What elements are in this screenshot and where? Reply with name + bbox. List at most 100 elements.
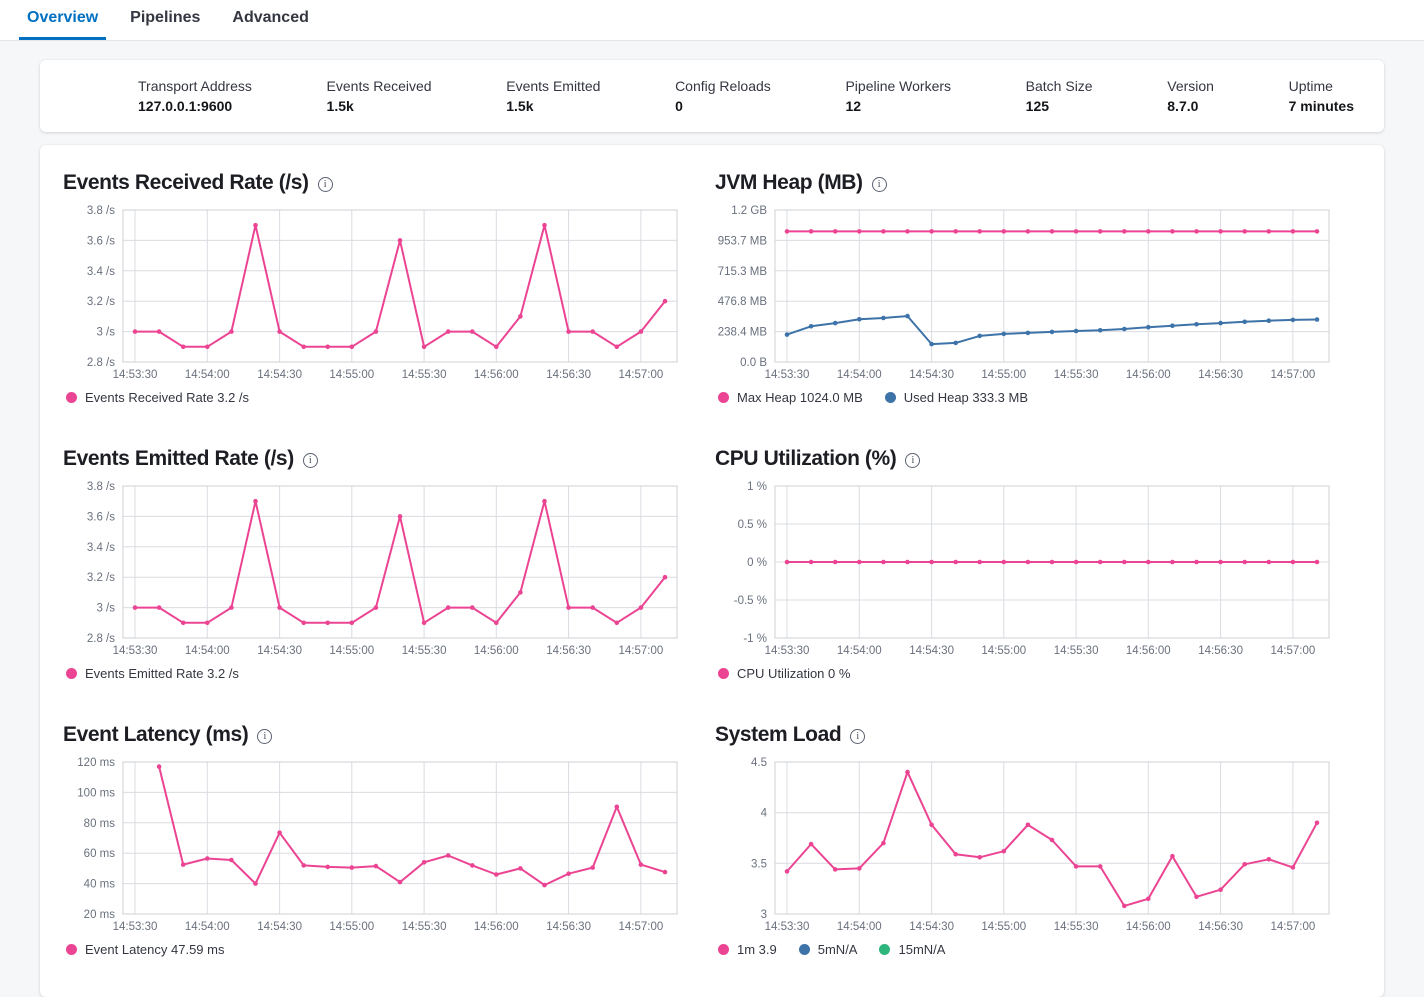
svg-text:476.8 MB: 476.8 MB <box>718 296 768 308</box>
stat-events-received: Events Received 1.5k <box>327 78 432 114</box>
legend-label: Used Heap 333.3 MB <box>903 390 1029 405</box>
line-chart: 0.0 B 238.4 MB 476.8 MB 715.3 MB 953.7 MB 1.2… <box>715 204 1337 382</box>
svg-text:100 ms: 100 ms <box>77 787 115 799</box>
legend-label: 1m 3.9 <box>737 942 777 957</box>
legend-dot <box>718 668 729 679</box>
svg-text:14:54:30: 14:54:30 <box>909 369 954 381</box>
chart-title: JVM Heap (MB) <box>715 171 863 194</box>
legend-item[interactable]: 15mN/A <box>879 942 945 957</box>
svg-text:14:57:00: 14:57:00 <box>1271 369 1316 381</box>
svg-text:2.8 /s: 2.8 /s <box>87 633 115 645</box>
stat-value: 1.5k <box>326 98 354 114</box>
svg-text:14:54:30: 14:54:30 <box>909 921 954 933</box>
stat-label: Pipeline Workers <box>845 78 952 94</box>
svg-text:3 /s: 3 /s <box>96 327 115 339</box>
legend-item[interactable]: Event Latency 47.59 ms <box>66 942 224 957</box>
line-chart: 20 ms 40 ms 60 ms 80 ms 100 ms 120 ms 14:53:30… <box>63 756 685 934</box>
svg-text:14:57:00: 14:57:00 <box>619 645 664 657</box>
svg-text:14:57:00: 14:57:00 <box>619 921 664 933</box>
chart-card-events-received-rate: Events Received Rate (/s) i 2.8 /s 3 /s 3.… <box>63 171 685 405</box>
tab-pipelines[interactable]: Pipelines <box>130 9 201 26</box>
svg-text:14:55:00: 14:55:00 <box>329 921 374 933</box>
stat-value: 125 <box>1025 98 1050 114</box>
stat-config-reloads: Config Reloads 0 <box>675 78 771 114</box>
legend-dot <box>66 392 77 403</box>
tab-advanced[interactable]: Advanced <box>232 9 309 26</box>
legend-item[interactable]: CPU Utilization 0 % <box>718 666 850 681</box>
svg-text:14:55:00: 14:55:00 <box>981 645 1026 657</box>
svg-text:14:56:30: 14:56:30 <box>546 369 591 381</box>
svg-text:715.3 MB: 715.3 MB <box>718 266 768 278</box>
info-icon[interactable]: i <box>317 176 333 192</box>
legend-item[interactable]: 5mN/A <box>798 942 858 957</box>
info-icon[interactable]: i <box>850 728 866 744</box>
svg-text:14:55:00: 14:55:00 <box>329 645 374 657</box>
chart-plot: 2.8 /s 3 /s 3.2 /s 3.4 /s 3.6 /s 3.8 /s 14:53:… <box>87 481 678 657</box>
chart-legend: Events Emitted Rate 3.2 /s <box>63 666 685 681</box>
info-icon[interactable]: i <box>257 728 273 744</box>
svg-text:14:54:00: 14:54:00 <box>185 369 230 381</box>
svg-text:3.4 /s: 3.4 /s <box>87 542 115 554</box>
stat-label: Events Emitted <box>506 78 601 94</box>
legend-item[interactable]: Max Heap 1024.0 MB <box>718 390 863 405</box>
svg-text:14:56:00: 14:56:00 <box>1126 921 1171 933</box>
svg-text:14:54:30: 14:54:30 <box>909 645 954 657</box>
legend-dot <box>879 944 891 955</box>
svg-text:14:56:30: 14:56:30 <box>546 645 591 657</box>
chart-plot: -1 % -0.5 % 0 % 0.5 % 1 % 14:53:30 14:54:00 14:… <box>734 481 1330 657</box>
info-icon[interactable]: i <box>871 176 887 192</box>
stat-value: 8.7.0 <box>1167 98 1199 114</box>
svg-text:3.8 /s: 3.8 /s <box>87 205 115 217</box>
svg-text:953.7 MB: 953.7 MB <box>718 235 768 247</box>
stat-transport-address: Transport Address 127.0.0.1:9600 <box>138 78 252 114</box>
stat-pipeline-workers: Pipeline Workers 12 <box>845 78 951 114</box>
legend-label: 15mN/A <box>898 942 946 957</box>
stat-label: Config Reloads <box>675 78 771 94</box>
legend-dot <box>884 392 896 403</box>
svg-text:-1 %: -1 % <box>743 633 767 645</box>
legend-item[interactable]: Events Received Rate 3.2 /s <box>66 390 249 405</box>
svg-text:14:56:00: 14:56:00 <box>1126 369 1171 381</box>
legend-dot <box>798 944 810 955</box>
chart-legend: Max Heap 1024.0 MB Used Heap 333.3 MB <box>715 390 1337 405</box>
legend-item[interactable]: Events Emitted Rate 3.2 /s <box>66 666 239 681</box>
line-chart: 2.8 /s 3 /s 3.2 /s 3.4 /s 3.6 /s 3.8 /s 14:53:… <box>63 480 685 658</box>
svg-text:3.6 /s: 3.6 /s <box>87 511 115 523</box>
line-chart: 2.8 /s 3 /s 3.2 /s 3.4 /s 3.6 /s 3.8 /s 14:53:… <box>63 204 685 382</box>
stat-version: Version 8.7.0 <box>1167 78 1214 114</box>
svg-text:14:54:00: 14:54:00 <box>185 921 230 933</box>
tab-overview[interactable]: Overview <box>19 0 107 40</box>
chart-title: System Load <box>715 723 842 746</box>
stat-value: 0 <box>675 98 683 114</box>
svg-text:4.5: 4.5 <box>751 757 767 769</box>
svg-text:1 %: 1 % <box>747 481 767 493</box>
svg-text:14:56:30: 14:56:30 <box>1198 369 1243 381</box>
chart-plot: 20 ms 40 ms 60 ms 80 ms 100 ms 120 ms 14:53:30… <box>77 757 678 933</box>
svg-text:-0.5 %: -0.5 % <box>734 595 767 607</box>
svg-text:14:57:00: 14:57:00 <box>1271 645 1316 657</box>
legend-label: 5mN/A <box>817 942 858 957</box>
chart-card-system-load: System Load i 3 3.5 4 4.5 14:53:30 14:54:00 14… <box>715 723 1337 957</box>
svg-text:3.4 /s: 3.4 /s <box>87 266 115 278</box>
svg-text:14:55:00: 14:55:00 <box>981 921 1026 933</box>
svg-text:238.4 MB: 238.4 MB <box>718 327 768 339</box>
svg-text:14:56:00: 14:56:00 <box>474 369 519 381</box>
svg-text:80 ms: 80 ms <box>84 818 116 830</box>
svg-text:0.0 B: 0.0 B <box>740 357 767 369</box>
chart-plot: 0.0 B 238.4 MB 476.8 MB 715.3 MB 953.7 MB 1.2… <box>718 205 1330 381</box>
legend-label: Event Latency 47.59 ms <box>85 942 225 957</box>
legend-item[interactable]: Used Heap 333.3 MB <box>884 390 1029 405</box>
chart-legend: 1m 3.9 5mN/A 15mN/A <box>715 942 1337 957</box>
svg-text:14:56:00: 14:56:00 <box>474 921 519 933</box>
svg-text:0.5 %: 0.5 % <box>738 519 767 531</box>
svg-text:20 ms: 20 ms <box>84 909 116 921</box>
svg-text:3.2 /s: 3.2 /s <box>87 572 115 584</box>
chart-legend: CPU Utilization 0 % <box>715 666 1337 681</box>
legend-item[interactable]: 1m 3.9 <box>718 942 777 957</box>
svg-text:14:57:00: 14:57:00 <box>1271 921 1316 933</box>
svg-text:60 ms: 60 ms <box>84 848 116 860</box>
info-icon[interactable]: i <box>905 452 921 468</box>
info-icon[interactable]: i <box>302 452 318 468</box>
svg-text:120 ms: 120 ms <box>77 757 115 769</box>
svg-text:3.6 /s: 3.6 /s <box>87 235 115 247</box>
